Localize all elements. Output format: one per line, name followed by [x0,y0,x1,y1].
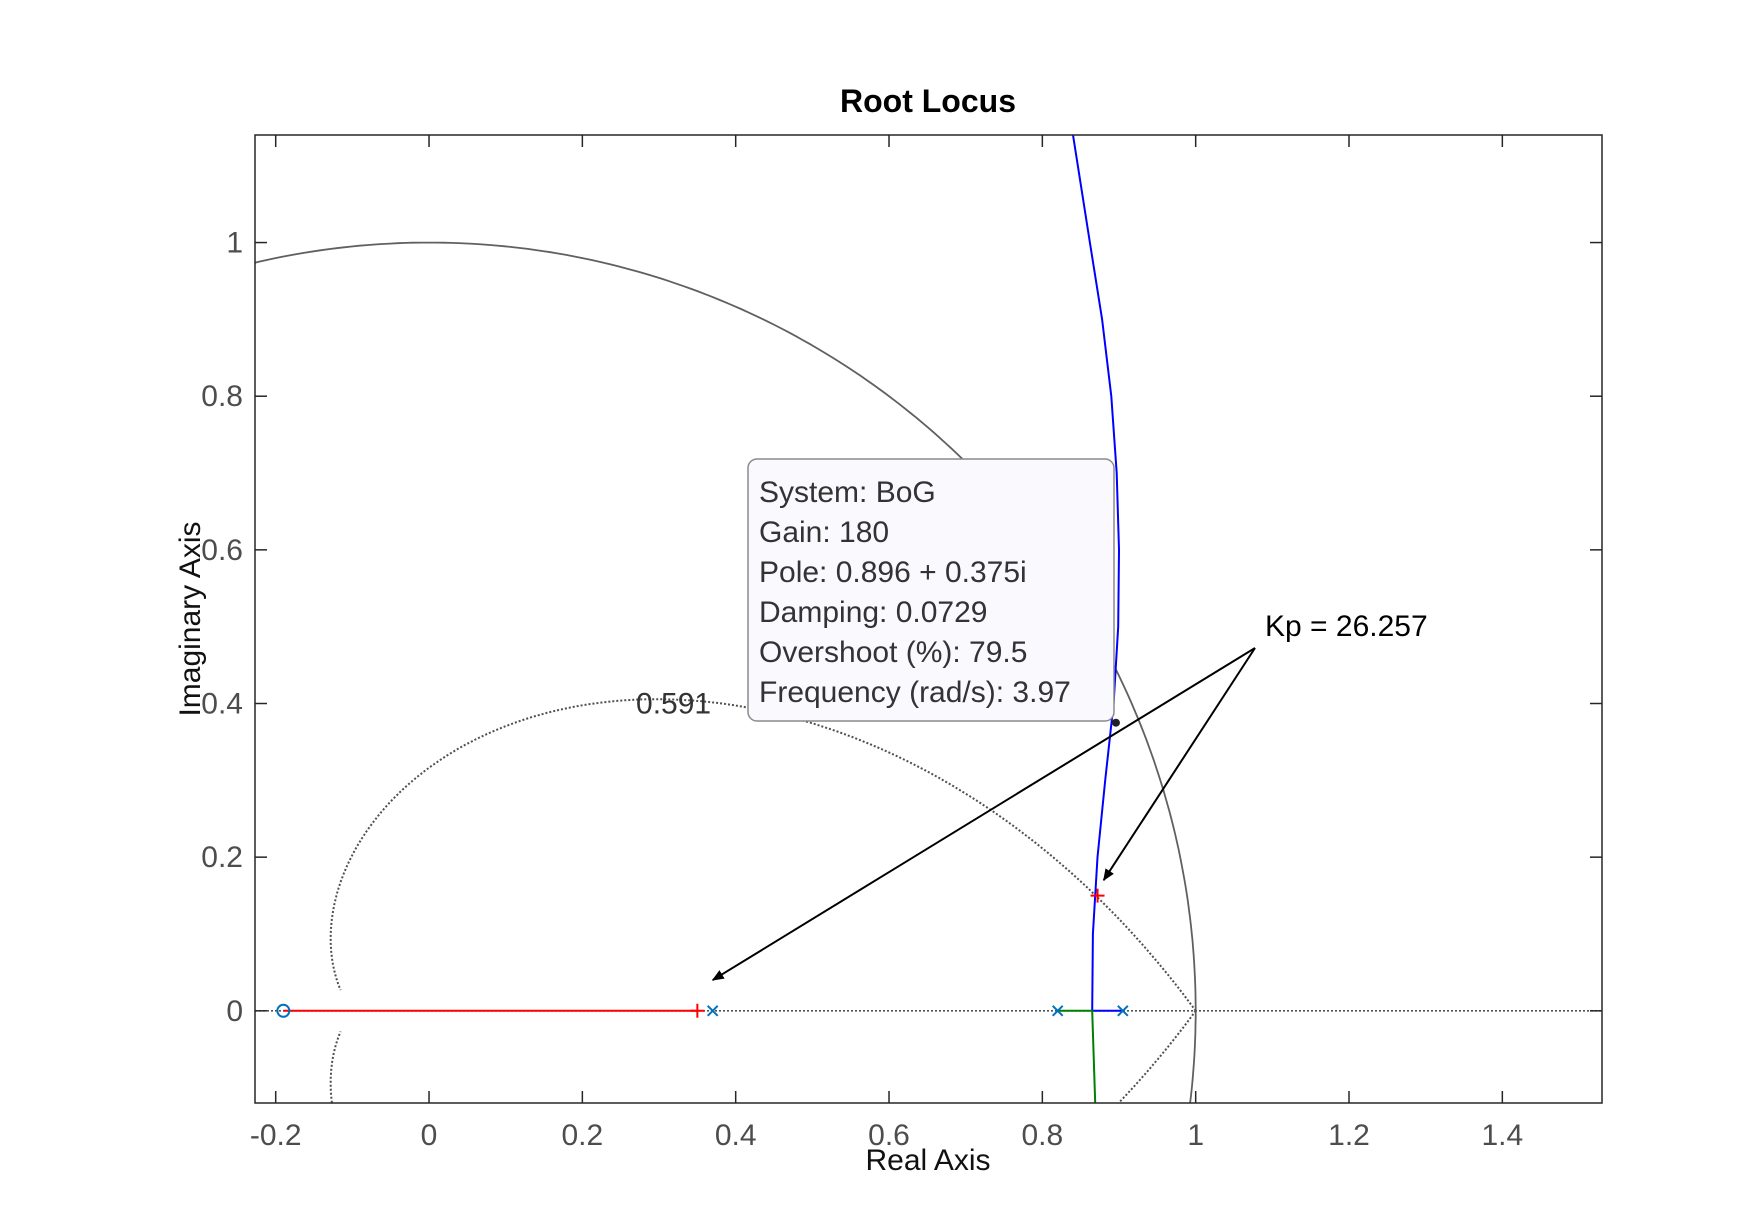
x-tick-label: 1 [1187,1119,1204,1152]
gain-marker [1090,888,1105,903]
axis-ticks [255,135,1602,1103]
data-tip-box [747,458,1115,722]
y-tick-label: 0.8 [201,380,243,413]
x-tick-label: 1.2 [1328,1119,1370,1152]
y-tick-label: 0 [226,995,243,1028]
annotation-arrow [1102,647,1256,882]
gain-annotation: Kp = 26.257 [711,610,1428,981]
x-tick-label: 1.4 [1481,1119,1523,1152]
x-tick-label: -0.2 [250,1119,302,1152]
x-tick-label: 0.2 [561,1119,603,1152]
data-tip-line: Overshoot (%): 79.5 [759,636,1027,669]
axes-box [254,134,1603,1104]
damping-contour-label: 0.591 [636,688,711,721]
tick-labels: -0.2 0 0.2 0.4 0.6 0.8 1 1.2 1.4 0 0.2 0.4 0.6 0.8 1 [201,227,1523,1152]
annotation-arrow [711,647,1256,981]
locus-branch-3 [1057,1009,1097,1103]
y-tick-label: 0.2 [201,841,243,874]
y-tick-label: 0.6 [201,534,243,567]
data-tip-point [1111,718,1120,727]
gain-marker [690,1003,705,1018]
data-tip-line: Gain: 180 [759,516,889,549]
data-tip[interactable]: System: BoG Gain: 180 Pole: 0.896 + 0.37… [747,458,1120,727]
annotation-text: Kp = 26.257 [1265,610,1428,643]
damping-contour-upper [329,698,1197,1012]
pole-marker [706,1005,719,1017]
data-tip-line: System: BoG [759,476,936,509]
chart-title: Root Locus [840,83,1016,119]
data-tip-line: Pole: 0.896 + 0.375i [759,556,1027,589]
x-tick-label: 0 [421,1119,438,1152]
y-tick-label: 1 [226,227,243,260]
locus-branch-2 [1072,135,1123,1012]
x-tick-label: 0.6 [868,1119,910,1152]
pole-marker [1051,1005,1064,1017]
data-tip-line: Damping: 0.0729 [759,596,988,629]
x-tick-label: 0.8 [1021,1119,1063,1152]
y-axis-label: Imaginary Axis [174,521,207,716]
y-tick-label: 0.4 [201,688,243,721]
pole-marker [1117,1005,1129,1017]
data-tip-line: Frequency (rad/s): 3.97 [759,676,1071,709]
x-axis-label: Real Axis [865,1144,990,1177]
zero-marker [276,1003,291,1018]
x-tick-label: 0.4 [715,1119,757,1152]
